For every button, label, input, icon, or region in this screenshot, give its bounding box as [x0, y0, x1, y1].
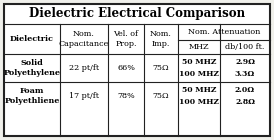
- Text: 2.9Ω
3.3Ω: 2.9Ω 3.3Ω: [235, 59, 255, 78]
- Text: 75Ω: 75Ω: [153, 92, 169, 100]
- Text: 50 MHZ
100 MHZ: 50 MHZ 100 MHZ: [179, 87, 219, 106]
- Text: Nom.
Imp.: Nom. Imp.: [150, 30, 172, 48]
- Text: db/100 ft.: db/100 ft.: [225, 43, 265, 51]
- Text: 22 pt/ft: 22 pt/ft: [69, 64, 99, 72]
- Text: Vel. of
Prop.: Vel. of Prop.: [113, 30, 138, 48]
- Text: Nom.
Capacitance: Nom. Capacitance: [59, 30, 109, 48]
- Text: Foam
Polyethliene: Foam Polyethliene: [4, 87, 60, 105]
- Text: 75Ω: 75Ω: [153, 64, 169, 72]
- Text: Solid
Polyethylene: Solid Polyethylene: [4, 59, 61, 77]
- Text: 66%: 66%: [117, 64, 135, 72]
- Text: 17 pt/ft: 17 pt/ft: [69, 92, 99, 100]
- Text: 78%: 78%: [117, 92, 135, 100]
- Text: 2.0Ω
2.8Ω: 2.0Ω 2.8Ω: [235, 87, 255, 106]
- Text: MHZ: MHZ: [189, 43, 209, 51]
- Text: Dielectric: Dielectric: [10, 35, 54, 43]
- Text: Nom. Attenuation: Nom. Attenuation: [188, 28, 260, 36]
- Text: Dielectric Electrical Comparison: Dielectric Electrical Comparison: [29, 8, 245, 20]
- Text: 50 MHZ
100 MHZ: 50 MHZ 100 MHZ: [179, 59, 219, 78]
